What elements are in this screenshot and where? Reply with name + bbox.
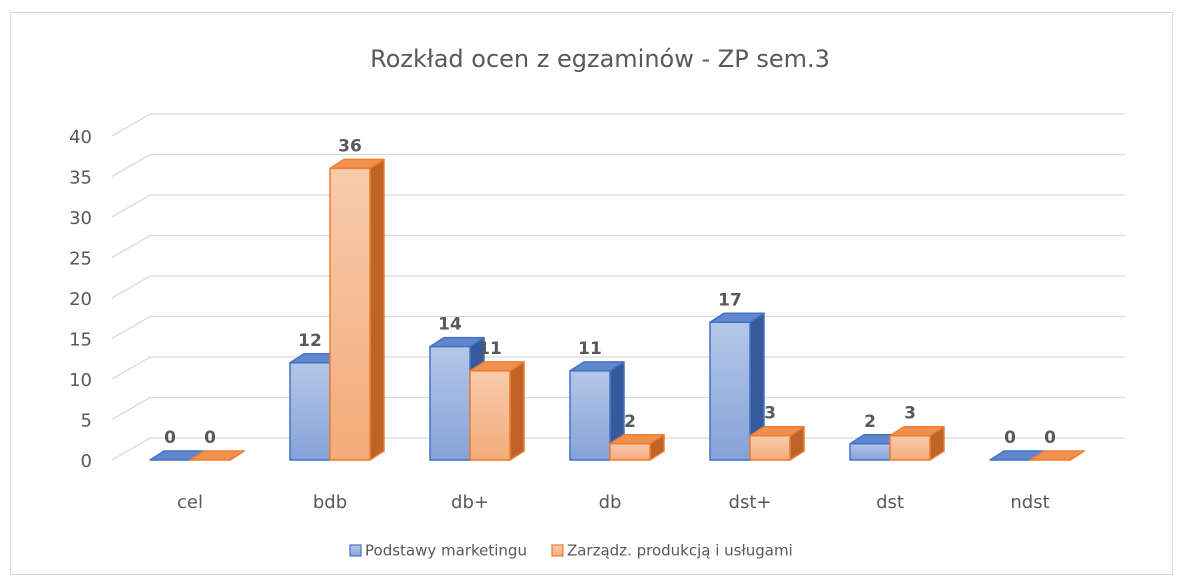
value-label: 2 [624, 412, 636, 432]
value-label: 12 [298, 331, 322, 351]
value-label: 36 [338, 136, 362, 156]
value-label: 0 [1004, 428, 1016, 448]
value-label: 0 [204, 428, 216, 448]
bar-front [849, 443, 891, 461]
x-tick-label: db [599, 492, 622, 513]
bar-front [709, 321, 751, 461]
bar-front [329, 167, 371, 461]
y-tick-label: 0 [81, 451, 92, 472]
bar-side [369, 158, 385, 461]
grid-line [111, 356, 1125, 380]
legend-label: Podstawy marketingu [365, 542, 527, 560]
value-label: 17 [718, 290, 742, 310]
value-label: 0 [1044, 428, 1056, 448]
y-tick-label: 40 [69, 127, 92, 148]
y-tick-label: 5 [81, 411, 92, 432]
legend-swatch [551, 544, 564, 557]
bar-front [609, 443, 651, 461]
x-tick-label: cel [177, 492, 203, 513]
bar [569, 361, 625, 461]
y-tick-label: 20 [69, 289, 92, 310]
bar [1029, 450, 1085, 461]
bar [889, 425, 945, 461]
x-tick-label: dst [876, 492, 904, 513]
bar [749, 425, 805, 461]
grid-line [111, 153, 1125, 178]
value-label: 14 [438, 315, 462, 335]
x-tick-label: dst+ [729, 492, 772, 513]
grid-line [111, 275, 1125, 299]
value-label: 11 [478, 339, 502, 359]
bar [329, 158, 385, 461]
y-tick-label: 15 [69, 330, 92, 351]
grid-line [111, 234, 1125, 259]
y-tick-label: 25 [69, 249, 92, 270]
value-label: 3 [904, 404, 916, 424]
y-tick-label: 10 [69, 370, 92, 391]
bar [189, 450, 245, 461]
bar-side [509, 361, 525, 461]
grid-line [111, 194, 1125, 218]
bar [709, 312, 765, 461]
bar-front [289, 362, 331, 461]
bar [469, 361, 525, 461]
x-tick-label: bdb [313, 492, 347, 513]
bar-front [569, 370, 611, 461]
grid-line [111, 315, 1125, 340]
chart-title: Rozkład ocen z egzaminów - ZP sem.3 [370, 45, 830, 73]
value-label: 11 [578, 339, 602, 359]
value-label: 2 [864, 412, 876, 432]
bar-front [469, 370, 511, 461]
value-label: 3 [764, 404, 776, 424]
bar-top [1029, 450, 1085, 461]
bar-front [429, 345, 471, 461]
y-tick-label: 35 [69, 168, 92, 189]
grid-line [111, 113, 1125, 137]
bar-front [889, 434, 931, 461]
bar-top [189, 450, 245, 461]
x-tick-label: db+ [451, 492, 489, 513]
y-tick-label: 30 [69, 208, 92, 229]
chart-border [10, 12, 1173, 575]
bar [609, 434, 665, 461]
value-label: 0 [164, 428, 176, 448]
grid-line [111, 396, 1125, 421]
x-tick-label: ndst [1010, 492, 1049, 513]
bar-front [749, 434, 791, 461]
legend-label: Zarządz. produkcją i usługami [567, 542, 793, 560]
legend-swatch [349, 544, 362, 557]
